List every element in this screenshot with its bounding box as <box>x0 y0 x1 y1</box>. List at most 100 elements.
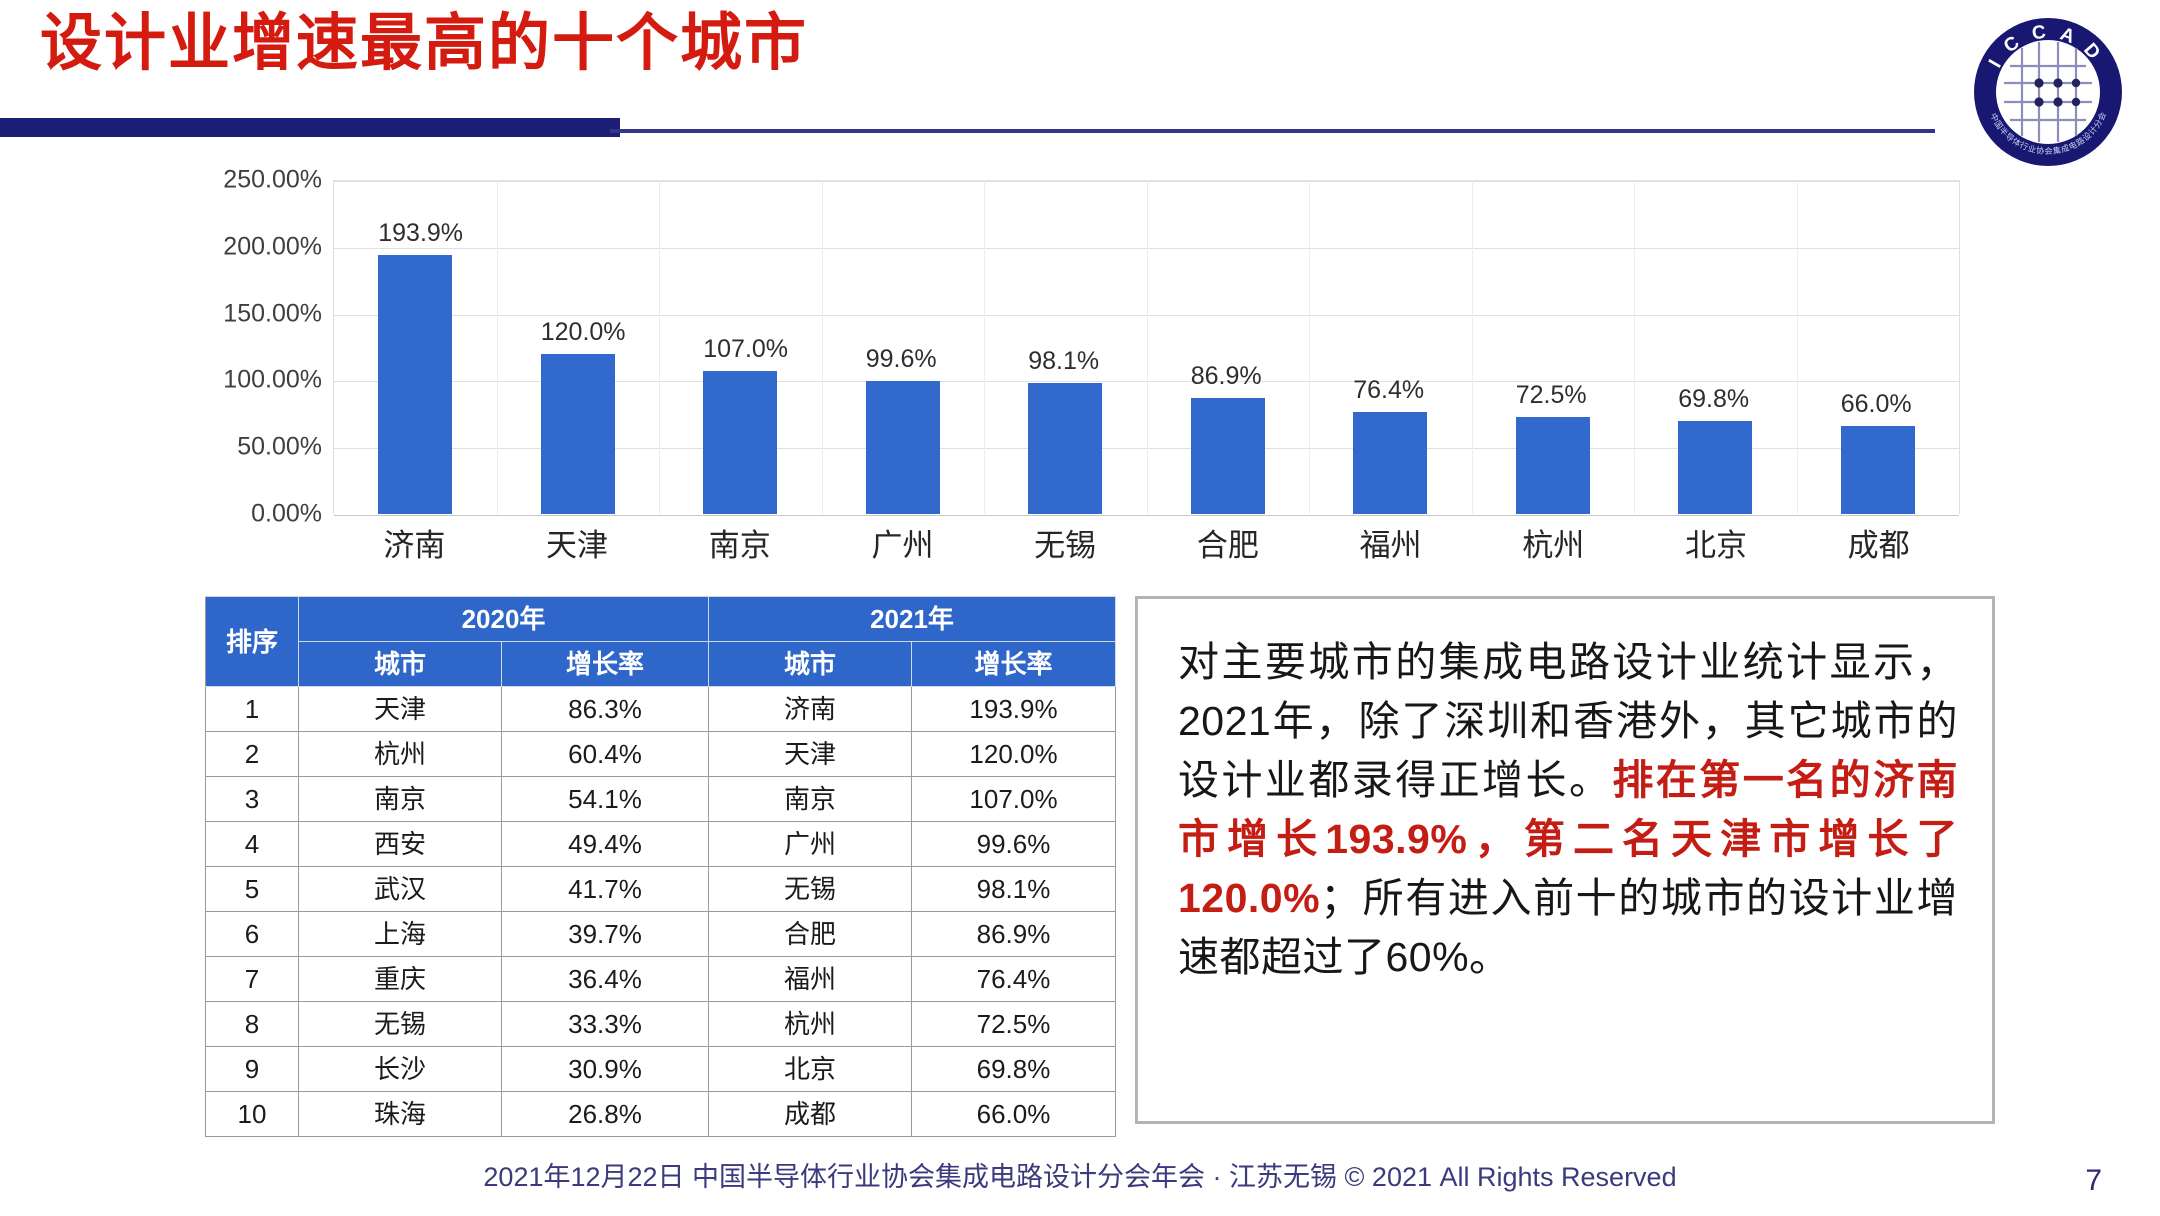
bar[interactable]: 99.6% <box>865 345 940 514</box>
cell-city-2021: 合肥 <box>708 911 912 957</box>
table-head: 排序 2020年 2021年 城市 增长率 城市 增长率 <box>205 596 1116 687</box>
table-row: 4 西安 49.4% 广州 99.6% <box>205 821 1116 867</box>
y-tick-label: 0.00% <box>251 499 322 528</box>
bar-slot: 86.9% <box>1147 181 1310 514</box>
bar-value-label: 76.4% <box>1353 375 1425 404</box>
col-header-city-2020: 城市 <box>298 641 502 687</box>
bar[interactable]: 107.0% <box>703 335 788 514</box>
cell-city-2020: 上海 <box>298 911 502 957</box>
bar-slot: 193.9% <box>334 181 497 514</box>
cell-city-2020: 南京 <box>298 776 502 822</box>
bar[interactable]: 193.9% <box>378 219 463 514</box>
x-tick-label: 北京 <box>1684 528 1747 563</box>
col-header-year-2020: 2020年 <box>298 596 709 642</box>
cell-rate-2021: 76.4% <box>911 956 1116 1002</box>
cell-city-2021: 广州 <box>708 821 912 867</box>
col-header-year-2021: 2021年 <box>708 596 1116 642</box>
cell-rate-2020: 33.3% <box>501 1001 709 1047</box>
cell-rate-2020: 41.7% <box>501 866 709 912</box>
cell-rank: 3 <box>205 776 299 822</box>
cell-rate-2021: 72.5% <box>911 1001 1116 1047</box>
category-divider <box>984 181 985 514</box>
commentary-part1: 对主要城市的集成电路设计业统计显示，2021年，除了深圳和香港外，其它城市的设计… <box>1178 639 1958 804</box>
x-tick-label: 南京 <box>708 528 771 563</box>
cell-rate-2021: 98.1% <box>911 866 1116 912</box>
bar-slot: 76.4% <box>1309 181 1472 514</box>
cell-rank: 8 <box>205 1001 299 1047</box>
category-divider <box>1634 181 1635 514</box>
bar[interactable]: 120.0% <box>540 318 626 514</box>
cell-city-2021: 福州 <box>708 956 912 1002</box>
x-tick-label: 广州 <box>871 528 934 563</box>
bar[interactable]: 98.1% <box>1028 347 1103 514</box>
cell-rank: 4 <box>205 821 299 867</box>
table-row: 2 杭州 60.4% 天津 120.0% <box>205 731 1116 777</box>
bar-value-label: 86.9% <box>1190 361 1262 390</box>
cell-rate-2020: 36.4% <box>501 956 709 1002</box>
cell-city-2021: 北京 <box>708 1046 912 1092</box>
cell-city-2020: 西安 <box>298 821 502 867</box>
cell-rate-2020: 39.7% <box>501 911 709 957</box>
bar[interactable]: 66.0% <box>1840 390 1915 514</box>
cell-rate-2020: 86.3% <box>501 686 709 732</box>
bar-value-label: 193.9% <box>378 218 464 247</box>
col-header-city-2021: 城市 <box>708 641 912 687</box>
commentary-box: 对主要城市的集成电路设计业统计显示，2021年，除了深圳和香港外，其它城市的设计… <box>1135 596 1995 1124</box>
cell-city-2021: 天津 <box>708 731 912 777</box>
cell-rate-2020: 30.9% <box>501 1046 709 1092</box>
bar[interactable]: 69.8% <box>1678 385 1753 514</box>
y-tick-label: 100.00% <box>223 365 322 394</box>
table-row: 5 武汉 41.7% 无锡 98.1% <box>205 866 1116 912</box>
cell-rate-2020: 60.4% <box>501 731 709 777</box>
cell-rank: 5 <box>205 866 299 912</box>
bar-slot: 69.8% <box>1634 181 1797 514</box>
cell-rank: 10 <box>205 1091 299 1137</box>
cell-city-2020: 天津 <box>298 686 502 732</box>
category-divider <box>1309 181 1310 514</box>
cell-rate-2021: 99.6% <box>911 821 1116 867</box>
cell-rate-2020: 26.8% <box>501 1091 709 1137</box>
chart-y-axis: 0.00% 50.00% 100.00% 150.00% 200.00% 250.00% <box>190 152 330 528</box>
bar[interactable]: 76.4% <box>1353 376 1428 514</box>
bar-value-label: 107.0% <box>703 335 789 364</box>
cell-rate-2021: 66.0% <box>911 1091 1116 1137</box>
category-divider <box>1796 181 1798 514</box>
page-title: 设计业增速最高的十个城市 <box>40 9 809 78</box>
y-tick-label: 150.00% <box>223 299 322 328</box>
chart-bars: 193.9% 120.0% 107.0% 99.6% 98.1% 86.9% 76.4% 72… <box>334 181 1959 514</box>
cell-city-2021: 杭州 <box>708 1001 912 1047</box>
cell-city-2021: 南京 <box>708 776 912 822</box>
category-divider <box>1471 181 1473 514</box>
col-header-rate-2020: 增长率 <box>501 641 709 687</box>
growth-rate-bar-chart: 0.00% 50.00% 100.00% 150.00% 200.00% 250.00% … <box>190 152 1960 582</box>
bar-value-label: 72.5% <box>1515 381 1587 410</box>
chart-plot-area: 193.9% 120.0% 107.0% 99.6% 98.1% 86.9% 76.4% 72… <box>333 180 1960 516</box>
bar-slot: 107.0% <box>659 181 822 514</box>
table-row: 10 珠海 26.8% 成都 66.0% <box>205 1091 1116 1137</box>
cell-rank: 9 <box>205 1046 299 1092</box>
page-number: 7 <box>2085 1164 2102 1197</box>
x-tick-label: 杭州 <box>1522 528 1585 563</box>
col-header-rank: 排序 <box>205 596 299 687</box>
y-tick-label: 200.00% <box>223 232 322 261</box>
cell-city-2021: 成都 <box>708 1091 912 1137</box>
y-tick-label: 50.00% <box>237 432 322 461</box>
iccad-logo: I C C A D 中国半导体行业协会集成电路设计分会 <box>1964 8 2132 176</box>
footer-note: 2021年12月22日 中国半导体行业协会集成电路设计分会年会 · 江苏无锡 ©… <box>483 1162 1677 1192</box>
table-row: 9 长沙 30.9% 北京 69.8% <box>205 1046 1116 1092</box>
bar-value-label: 66.0% <box>1840 389 1912 418</box>
cell-rate-2020: 54.1% <box>501 776 709 822</box>
bar-value-label: 98.1% <box>1028 346 1100 375</box>
bar[interactable]: 72.5% <box>1515 381 1590 514</box>
cell-rank: 6 <box>205 911 299 957</box>
cell-city-2020: 重庆 <box>298 956 502 1002</box>
commentary-highlight: 排在第一名的济南市增长193.9%，第二名天津市增长了120.0% <box>1178 757 1959 922</box>
gridline <box>334 515 1959 516</box>
category-divider <box>496 181 498 514</box>
bar-slot: 72.5% <box>1472 181 1635 514</box>
bar[interactable]: 86.9% <box>1190 362 1265 514</box>
bar-slot: 98.1% <box>984 181 1147 514</box>
table-row: 3 南京 54.1% 南京 107.0% <box>205 776 1116 822</box>
bar-value-label: 120.0% <box>540 317 626 346</box>
commentary-text: 对主要城市的集成电路设计业统计显示，2021年，除了深圳和香港外，其它城市的设计… <box>1178 633 1958 987</box>
